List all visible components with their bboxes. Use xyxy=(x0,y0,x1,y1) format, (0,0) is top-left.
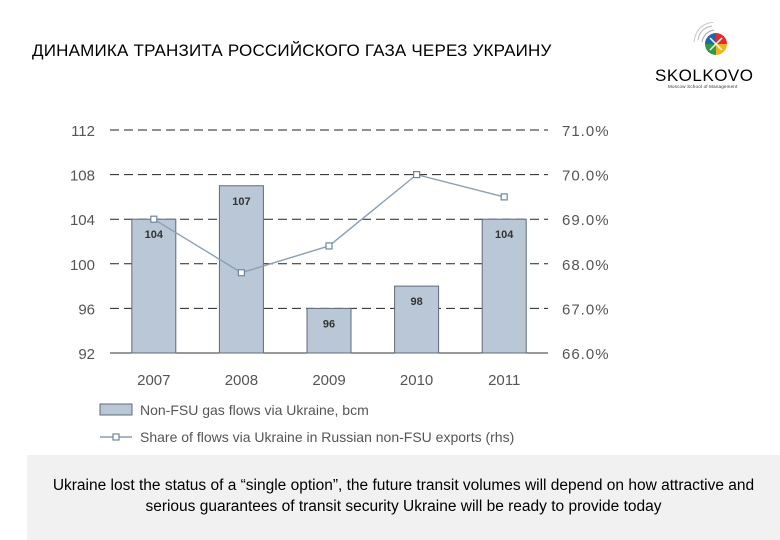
slide-title: ДИНАМИКА ТРАНЗИТА РОССИЙСКОГО ГАЗА ЧЕРЕЗ… xyxy=(32,41,552,60)
share-point xyxy=(500,193,508,201)
y-tick-label-right: 66.0% xyxy=(562,346,610,363)
x-tick-label: 2009 xyxy=(312,372,345,389)
share-point xyxy=(150,215,158,223)
y-tick-label-left: 96 xyxy=(78,301,95,318)
share-point xyxy=(413,171,421,179)
bar-value-label: 104 xyxy=(495,229,514,241)
logo-wordmark: SKOLKOVO xyxy=(655,66,754,85)
bar xyxy=(481,218,527,354)
legend-line-label: Share of flows via Ukraine in Russian no… xyxy=(140,429,514,445)
legend-line-marker xyxy=(112,433,120,441)
bar xyxy=(306,307,352,354)
y-tick-label-right: 67.0% xyxy=(562,301,610,318)
transit-chart: 112 71.0% 108 70.0% 104 69.0% 100 68.0% 96 67.0% 9… xyxy=(70,123,610,445)
caption-text: Ukraine lost the status of a “single opt… xyxy=(52,477,755,515)
legend-bar-label: Non-FSU gas flows via Ukraine, bcm xyxy=(140,402,369,418)
x-tick-label: 2008 xyxy=(225,372,258,389)
y-tick-label-left: 112 xyxy=(71,123,95,140)
share-line xyxy=(153,173,505,274)
y-tick-label-right: 68.0% xyxy=(562,257,610,274)
y-tick-label-right: 69.0% xyxy=(562,212,610,229)
bar-value-label: 98 xyxy=(410,296,422,308)
legend-bar-swatch xyxy=(99,403,133,416)
y-tick-label-left: 108 xyxy=(70,168,95,185)
bar-value-label: 107 xyxy=(232,196,250,208)
logo-subtitle: Moscow School of Management xyxy=(668,84,738,89)
share-point xyxy=(325,242,333,250)
share-point xyxy=(237,269,245,277)
x-tick-label: 2007 xyxy=(137,372,170,389)
y-tick-label-left: 104 xyxy=(70,212,95,229)
y-tick-label-left: 100 xyxy=(70,257,95,274)
y-tick-label-right: 71.0% xyxy=(562,123,610,140)
x-tick-label: 2010 xyxy=(400,372,433,389)
y-tick-label-right: 70.0% xyxy=(562,168,610,185)
bar xyxy=(394,285,440,354)
bar-value-label: 104 xyxy=(145,229,164,241)
y-tick-label-left: 92 xyxy=(78,346,95,363)
bar-value-label: 96 xyxy=(323,318,335,330)
x-tick-label: 2011 xyxy=(488,372,520,389)
caption-box: Ukraine lost the status of a “single opt… xyxy=(27,455,780,540)
skolkovo-logo-icon xyxy=(693,22,727,55)
